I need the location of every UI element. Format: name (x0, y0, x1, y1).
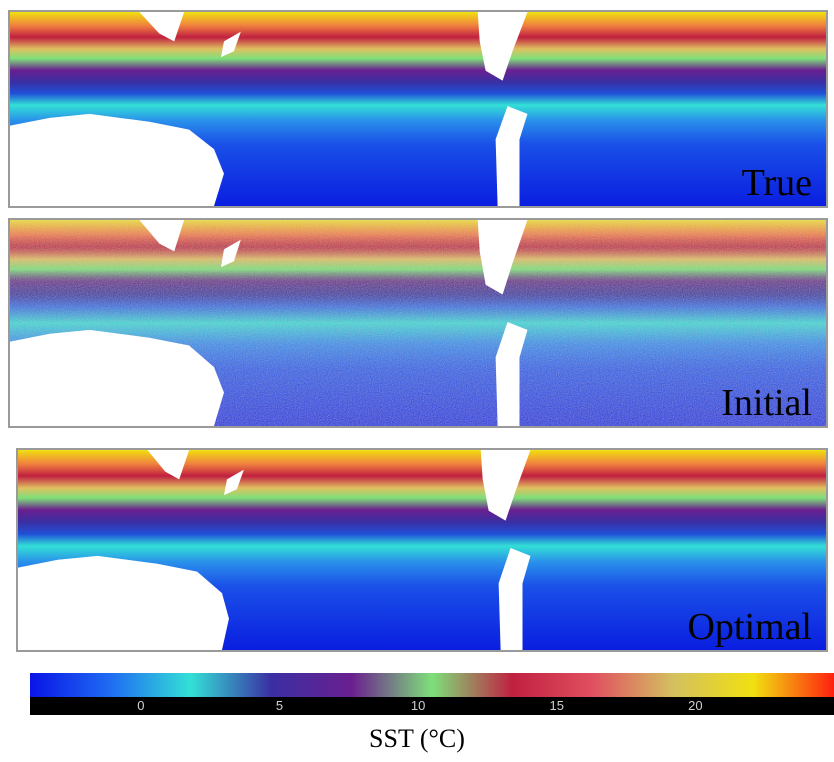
land-mask (223, 469, 244, 496)
land-mask (495, 322, 528, 426)
sst-map-true (10, 12, 826, 206)
land-mask (495, 106, 528, 206)
sst-map-optimal (18, 450, 826, 650)
land-mask (139, 220, 185, 252)
colorbar-tick-label: 10 (410, 698, 426, 713)
sst-panel-optimal: Optimal (16, 448, 828, 652)
colorbar-tick-label: 15 (549, 698, 564, 713)
colorbar-gradient (30, 673, 834, 697)
land-mask (220, 31, 241, 58)
panel-label-true: True (741, 162, 812, 204)
land-mask (18, 555, 229, 650)
land-mask (480, 450, 531, 521)
land-mask (10, 113, 224, 206)
land-mask (220, 239, 241, 268)
land-mask (147, 450, 190, 480)
land-mask (139, 12, 185, 42)
colorbar-axis: 0 5 10 15 20 (30, 697, 834, 715)
panel-label-optimal: Optimal (687, 606, 812, 648)
sst-map-initial (10, 220, 826, 426)
colorbar-title: SST (°C) (369, 724, 465, 753)
colorbar-tick-label: 5 (275, 698, 284, 713)
sst-panel-initial: Initial (8, 218, 828, 428)
land-mask (10, 329, 224, 426)
land-mask (477, 12, 528, 81)
land-mask (498, 548, 531, 650)
land-mask (477, 220, 528, 295)
colorbar: 0 5 10 15 20 (30, 673, 834, 715)
colorbar-tick-label: 0 (137, 698, 145, 713)
sst-panel-true: True (8, 10, 828, 208)
panel-label-initial: Initial (721, 382, 812, 424)
colorbar-tick-label: 20 (688, 698, 703, 713)
